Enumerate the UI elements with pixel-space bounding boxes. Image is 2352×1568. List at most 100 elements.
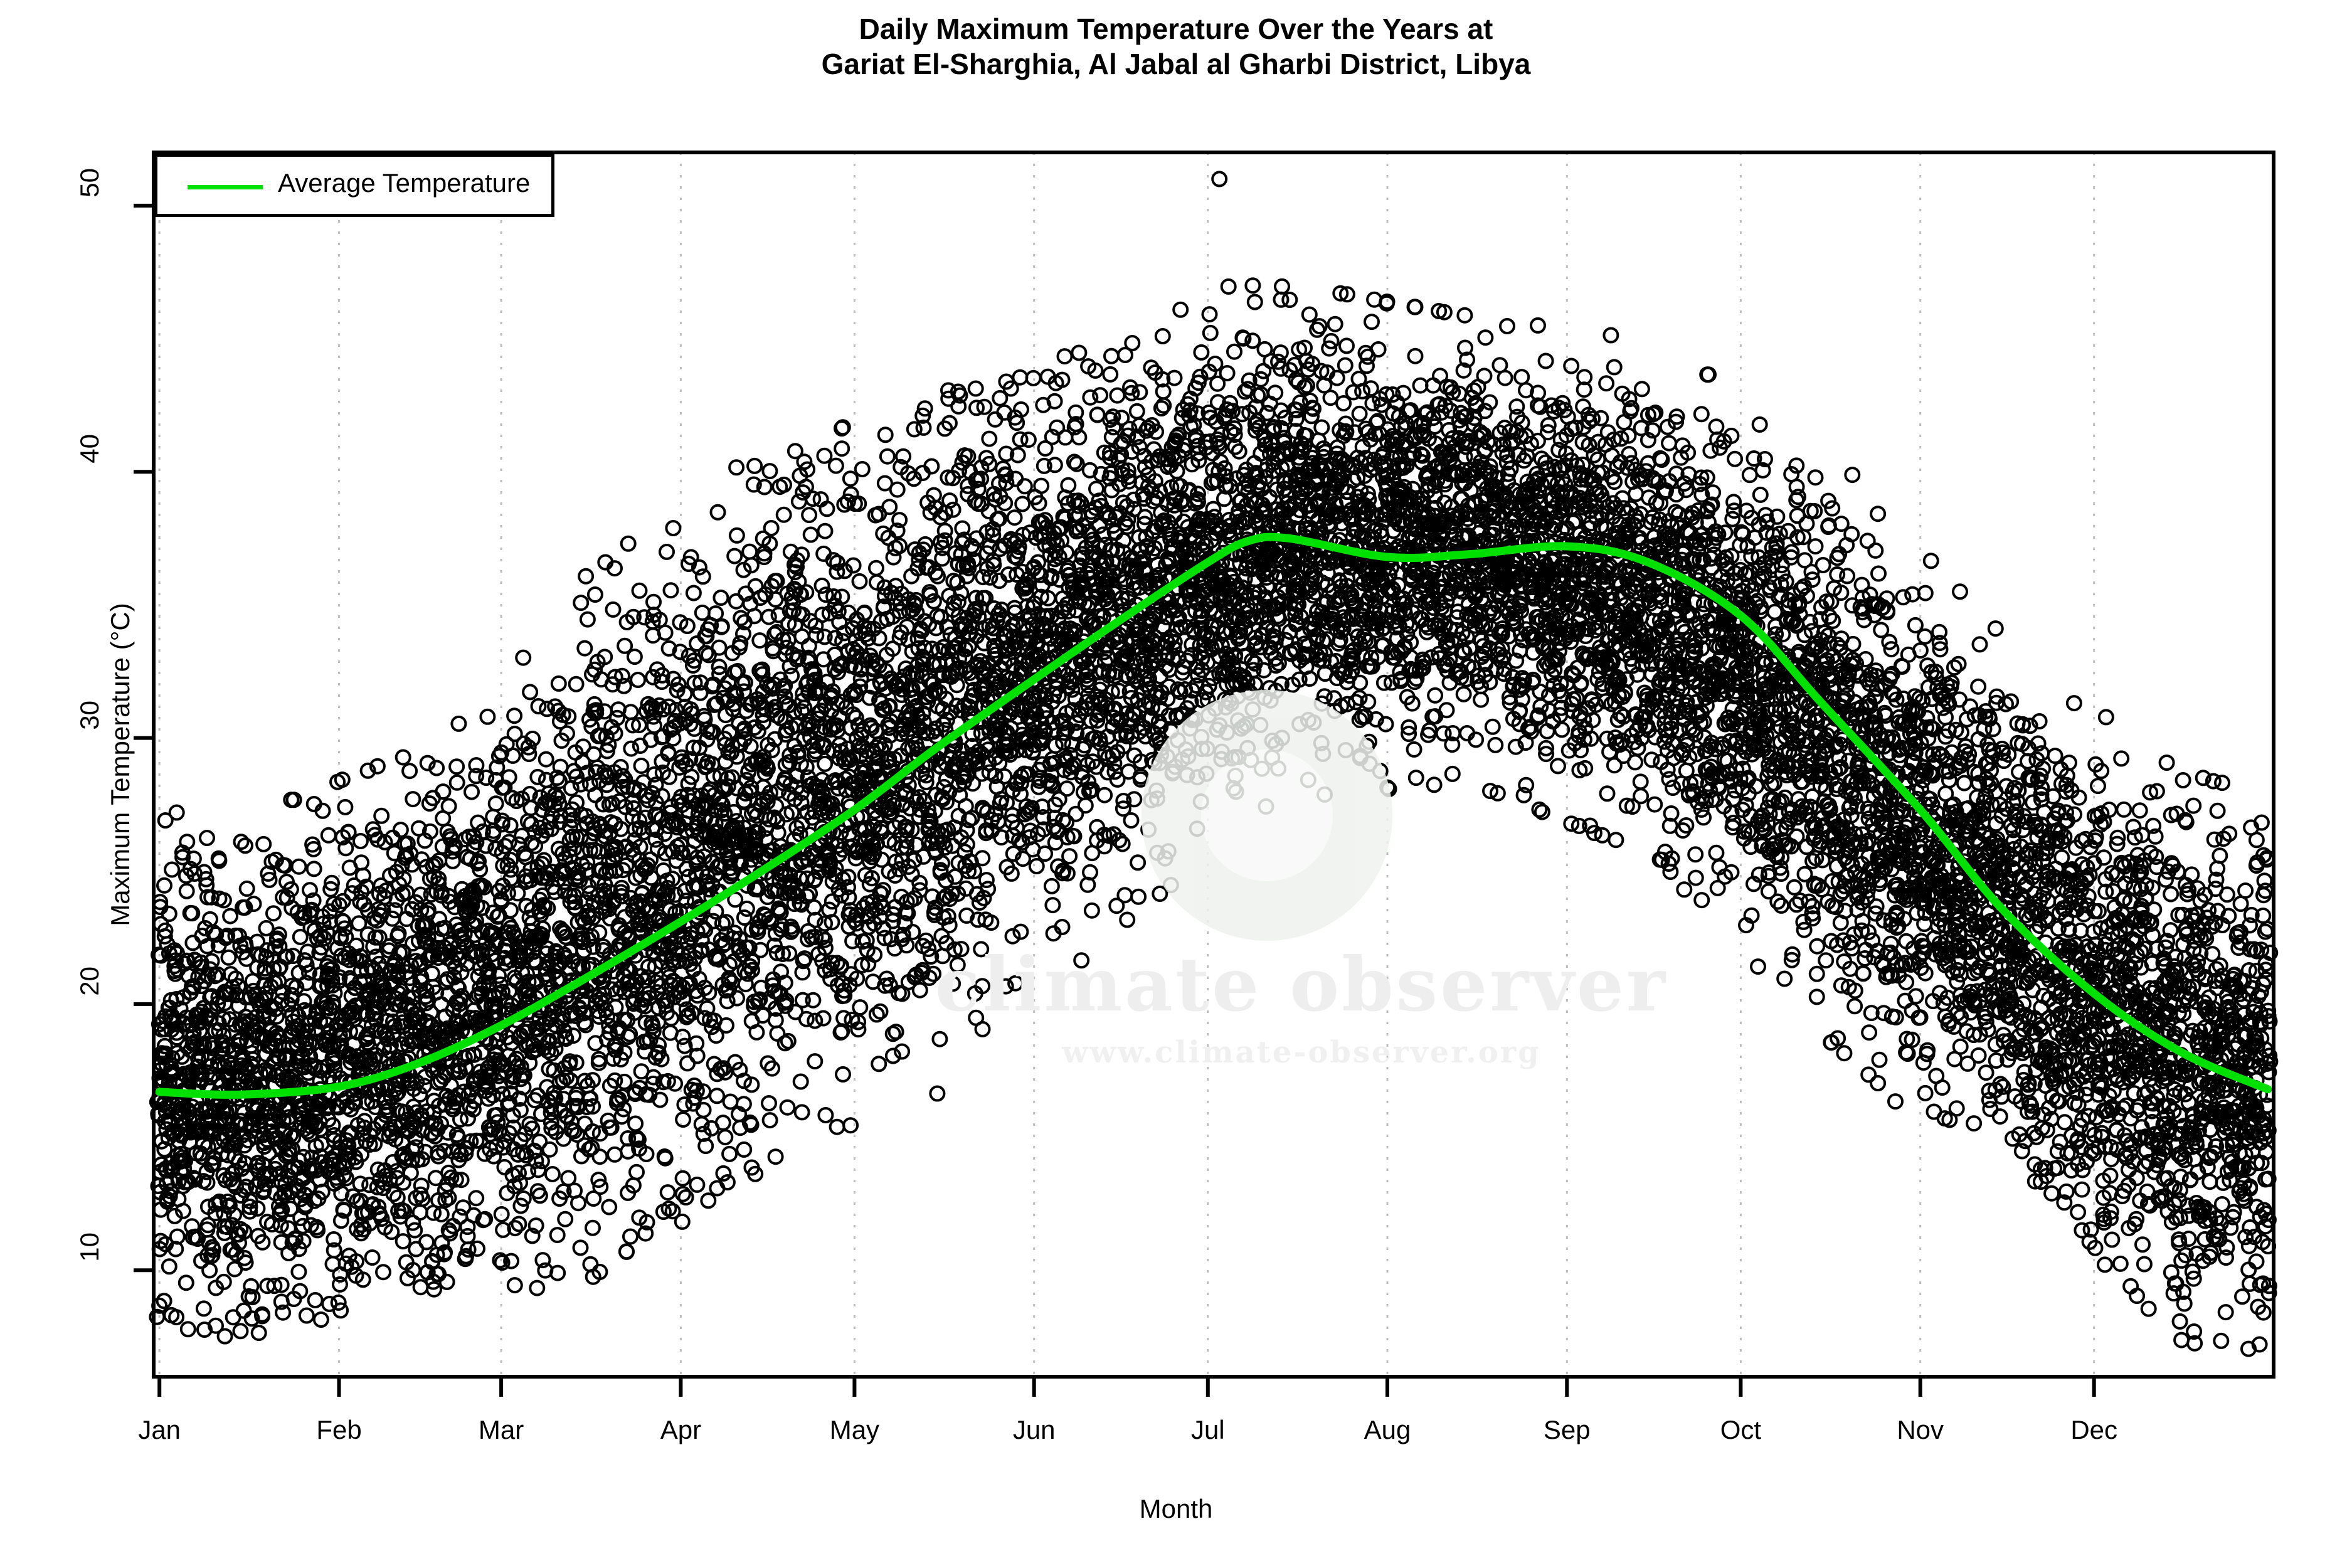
data-point [722,1093,739,1110]
data-point [1219,365,1236,381]
data-point [1106,763,1123,780]
data-point [945,975,961,992]
data-point [1383,674,1400,691]
data-point [945,501,961,518]
data-point [1633,420,1650,437]
data-point [922,504,939,521]
data-point [1868,898,1885,915]
data-point [1904,586,1921,603]
data-point [1766,603,1783,620]
data-point [956,447,973,464]
data-point [392,822,409,839]
data-point [1676,881,1693,898]
data-point [312,1311,329,1328]
data-point [1773,897,1790,914]
data-point [1950,655,1967,672]
data-point [2142,784,2159,801]
data-point [2218,1249,2234,1266]
data-point [2043,1185,2060,1202]
data-point [1857,835,1874,852]
data-point [352,833,369,849]
data-point [767,1148,784,1165]
data-point [450,715,467,732]
data-point [193,978,209,995]
data-point [1193,344,1210,361]
data-point [174,849,191,866]
data-point [1538,746,1555,763]
data-point [1518,776,1535,793]
data-point [879,448,896,465]
data-point [1708,418,1725,435]
data-point [2186,1323,2203,1340]
data-point [816,447,833,464]
data-point [185,850,202,867]
data-point [1846,998,1863,1015]
data-point [1220,278,1237,295]
data-point [1818,952,1835,969]
data-point [625,717,641,734]
data-point [1917,628,1934,645]
data-point [825,588,842,605]
data-point [168,804,185,821]
data-point [298,1307,315,1324]
data-point [1092,387,1109,404]
data-point [544,1166,561,1182]
data-point [1067,805,1084,822]
data-point [592,1179,609,1195]
data-point [646,766,663,783]
data-point [549,1227,566,1244]
data-point [543,1114,559,1131]
data-point [2109,835,2126,852]
data-point [1786,879,1803,896]
data-point [793,1104,810,1121]
data-point [1533,450,1550,467]
data-point [2222,1172,2238,1189]
data-point [1537,352,1554,369]
data-point [337,798,354,815]
data-point [2087,756,2104,773]
data-point [1274,278,1290,295]
data-point [548,1123,564,1140]
data-point [563,780,580,797]
data-point [1202,324,1219,341]
data-point [1606,359,1623,376]
data-point [915,419,932,436]
data-point [238,880,255,897]
data-point [524,1227,541,1244]
data-point [895,448,912,465]
data-point [496,1158,513,1175]
data-point [636,609,653,626]
data-point [618,1243,635,1260]
data-point [1123,812,1140,829]
data-point [2116,801,2132,818]
data-point [1624,657,1641,674]
data-point [509,885,526,902]
data-point [499,1185,516,1202]
data-point [1192,793,1209,810]
data-point [1121,420,1138,437]
data-point [2208,871,2225,888]
data-point [2074,1181,2090,1198]
data-point [590,1172,607,1189]
data-point [839,493,856,510]
data-point [179,1321,196,1338]
data-point [1407,770,1424,787]
data-point [1987,1036,2004,1053]
data-point [1420,476,1437,493]
data-point [156,877,172,894]
data-point [1558,445,1575,462]
data-point [630,672,647,688]
data-point [305,861,322,877]
data-point [1937,709,1954,726]
data-point [184,935,201,951]
data-point [1392,664,1409,681]
data-point [617,637,633,654]
data-point [906,421,923,438]
data-point [486,995,503,1012]
data-point [746,719,763,736]
data-point [222,908,239,924]
data-point [169,1228,186,1245]
data-point [1836,1045,1853,1062]
data-point [891,629,908,646]
